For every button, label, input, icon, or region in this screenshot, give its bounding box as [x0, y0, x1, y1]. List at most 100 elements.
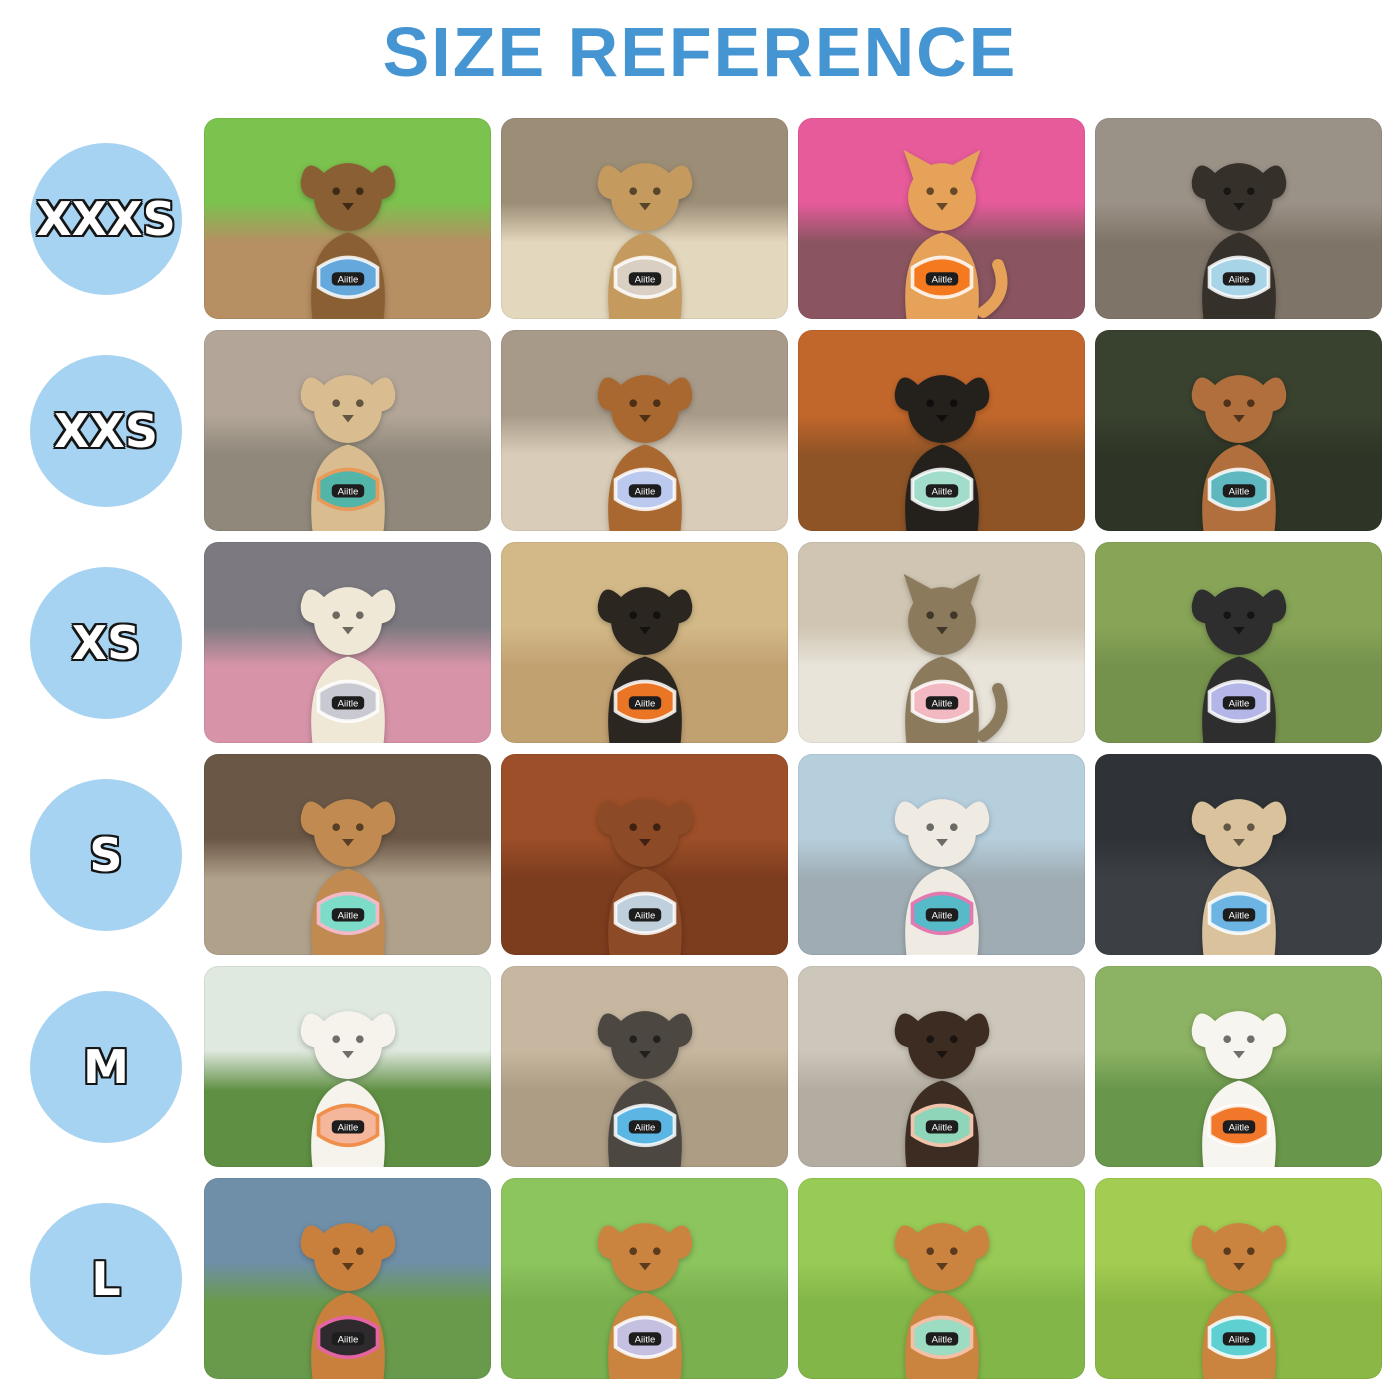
dog-icon: Aiitle: [597, 163, 692, 319]
size-badge-m: M: [30, 990, 182, 1143]
photo-l-3: Aiitle: [798, 1178, 1085, 1379]
size-badge-column: XXXS: [30, 142, 182, 295]
svg-text:Aiitle: Aiitle: [337, 487, 358, 498]
harness-brand-label: [628, 272, 661, 286]
svg-text:Aiitle: Aiitle: [337, 911, 358, 922]
photo-xs-4: Aiitle: [1095, 542, 1382, 743]
svg-text:Aiitle: Aiitle: [931, 275, 952, 286]
harness-brand-label: [331, 272, 364, 286]
svg-text:Aiitle: Aiitle: [337, 1123, 358, 1134]
svg-text:Aiitle: Aiitle: [634, 699, 655, 710]
harness-brand-label: [1222, 484, 1255, 498]
svg-text:Aiitle: Aiitle: [1228, 487, 1249, 498]
svg-text:Aiitle: Aiitle: [931, 1335, 952, 1346]
svg-text:Aiitle: Aiitle: [634, 1123, 655, 1134]
svg-text:Aiitle: Aiitle: [931, 699, 952, 710]
dog-icon: Aiitle: [300, 375, 395, 531]
harness-brand-label: [331, 1332, 364, 1346]
harness-brand-label: [628, 1332, 661, 1346]
photo-xxs-4: Aiitle: [1095, 330, 1382, 531]
dog-icon: Aiitle: [1191, 375, 1286, 531]
dog-icon: Aiitle: [300, 1223, 395, 1379]
photo-xs-2: Aiitle: [501, 542, 788, 743]
harness-brand-label: [628, 696, 661, 710]
photo-s-4: Aiitle: [1095, 754, 1382, 955]
size-label: XXXS: [36, 191, 176, 246]
photo-l-1: Aiitle: [204, 1178, 491, 1379]
harness-brand-label: [1222, 908, 1255, 922]
dog-icon: Aiitle: [597, 1011, 692, 1167]
size-label: XS: [71, 615, 141, 670]
dog-icon: Aiitle: [300, 163, 395, 319]
photo-m-3: Aiitle: [798, 966, 1085, 1167]
harness-brand-label: [628, 484, 661, 498]
dog-icon: Aiitle: [597, 587, 692, 743]
svg-text:Aiitle: Aiitle: [634, 487, 655, 498]
dog-icon: Aiitle: [1191, 1011, 1286, 1167]
svg-text:Aiitle: Aiitle: [634, 275, 655, 286]
harness-brand-label: [628, 1120, 661, 1134]
photo-s-1: Aiitle: [204, 754, 491, 955]
photo-xs-1: Aiitle: [204, 542, 491, 743]
dog-icon: Aiitle: [894, 799, 989, 955]
size-badge-column: M: [30, 990, 182, 1143]
size-row-s: S Aiitle Aiitle Aiitle Aiitle: [30, 754, 1400, 955]
photo-xs-3: Aiitle: [798, 542, 1085, 743]
photo-s-2: Aiitle: [501, 754, 788, 955]
photo-s-3: Aiitle: [798, 754, 1085, 955]
harness-brand-label: [1222, 696, 1255, 710]
size-badge-column: S: [30, 778, 182, 931]
photo-xxs-2: Aiitle: [501, 330, 788, 531]
harness-brand-label: [331, 908, 364, 922]
svg-text:Aiitle: Aiitle: [634, 911, 655, 922]
dog-icon: Aiitle: [597, 375, 692, 531]
size-row-xxxs: XXXS Aiitle Aiitle Aiitle Aiitle: [30, 118, 1400, 319]
svg-text:Aiitle: Aiitle: [337, 275, 358, 286]
harness-brand-label: [925, 696, 958, 710]
photo-m-4: Aiitle: [1095, 966, 1382, 1167]
dog-icon: Aiitle: [894, 1223, 989, 1379]
dog-icon: Aiitle: [1191, 587, 1286, 743]
size-badge-xxs: XXS: [30, 354, 182, 507]
photo-m-2: Aiitle: [501, 966, 788, 1167]
dog-icon: Aiitle: [597, 799, 692, 955]
dog-icon: Aiitle: [300, 587, 395, 743]
dog-icon: Aiitle: [1191, 799, 1286, 955]
photo-m-1: Aiitle: [204, 966, 491, 1167]
size-badge-l: L: [30, 1202, 182, 1355]
harness-brand-label: [1222, 1120, 1255, 1134]
photo-xxxs-4: Aiitle: [1095, 118, 1382, 319]
svg-text:Aiitle: Aiitle: [1228, 1123, 1249, 1134]
dog-icon: Aiitle: [894, 375, 989, 531]
size-badge-column: XXS: [30, 354, 182, 507]
svg-text:Aiitle: Aiitle: [931, 487, 952, 498]
svg-text:Aiitle: Aiitle: [1228, 275, 1249, 286]
harness-brand-label: [925, 484, 958, 498]
svg-text:Aiitle: Aiitle: [931, 1123, 952, 1134]
size-badge-s: S: [30, 778, 182, 931]
svg-text:Aiitle: Aiitle: [337, 1335, 358, 1346]
photo-xxs-1: Aiitle: [204, 330, 491, 531]
svg-text:Aiitle: Aiitle: [634, 1335, 655, 1346]
svg-text:Aiitle: Aiitle: [337, 699, 358, 710]
dog-icon: Aiitle: [300, 1011, 395, 1167]
harness-brand-label: [1222, 1332, 1255, 1346]
dog-icon: Aiitle: [300, 799, 395, 955]
size-badge-column: L: [30, 1202, 182, 1355]
cat-icon: Aiitle: [903, 150, 1007, 319]
photo-xxxs-2: Aiitle: [501, 118, 788, 319]
harness-brand-label: [1222, 272, 1255, 286]
size-label: M: [83, 1039, 129, 1094]
size-badge-column: XS: [30, 566, 182, 719]
harness-brand-label: [925, 1120, 958, 1134]
dog-icon: Aiitle: [1191, 1223, 1286, 1379]
harness-brand-label: [331, 484, 364, 498]
dog-icon: Aiitle: [1191, 163, 1286, 319]
harness-brand-label: [628, 908, 661, 922]
size-badge-xs: XS: [30, 566, 182, 719]
dog-icon: Aiitle: [597, 1223, 692, 1379]
photo-l-4: Aiitle: [1095, 1178, 1382, 1379]
harness-brand-label: [925, 272, 958, 286]
photo-xxs-3: Aiitle: [798, 330, 1085, 531]
